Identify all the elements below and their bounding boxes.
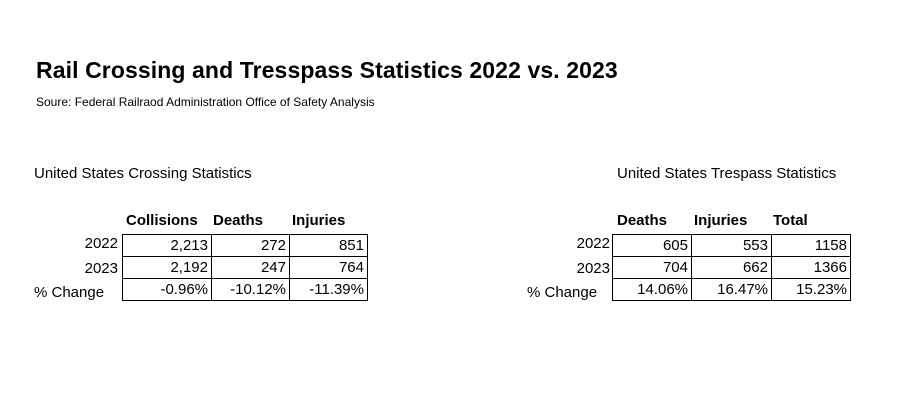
page-title: Rail Crossing and Tresspass Statistics 2… — [36, 57, 618, 83]
crossing-row-label-change: % Change — [34, 284, 105, 301]
crossing-cell-change-injuries: -11.39% — [289, 278, 368, 301]
trespass-cell-change-injuries: 16.47% — [691, 278, 772, 301]
trespass-cell-2023-deaths: 704 — [612, 256, 692, 279]
crossing-col-header-injuries: Injuries — [292, 212, 346, 229]
trespass-col-header-injuries: Injuries — [694, 212, 748, 229]
trespass-row-label-2023: 2023 — [576, 260, 610, 277]
crossing-col-header-deaths: Deaths — [213, 212, 264, 229]
crossing-cell-2023-deaths: 247 — [211, 256, 290, 279]
trespass-heading: United States Trespass Statistics — [617, 165, 837, 182]
crossing-cell-2023-collisions: 2,192 — [122, 256, 212, 279]
crossing-heading: United States Crossing Statistics — [34, 165, 252, 182]
table-row: 704 662 1366 — [612, 256, 851, 279]
crossing-col-header-collisions: Collisions — [126, 212, 198, 229]
trespass-cell-2023-injuries: 662 — [691, 256, 772, 279]
table-row: 605 553 1158 — [612, 234, 851, 257]
crossing-cell-change-collisions: -0.96% — [122, 278, 212, 301]
crossing-table: 2,213 272 851 2,192 247 764 -0.96% -10.1… — [122, 234, 368, 301]
trespass-cell-2022-deaths: 605 — [612, 234, 692, 257]
trespass-cell-change-deaths: 14.06% — [612, 278, 692, 301]
crossing-cell-2022-deaths: 272 — [211, 234, 290, 257]
crossing-cell-2022-collisions: 2,213 — [122, 234, 212, 257]
trespass-row-label-2022: 2022 — [576, 235, 610, 252]
crossing-cell-change-deaths: -10.12% — [211, 278, 290, 301]
table-row: -0.96% -10.12% -11.39% — [122, 278, 368, 301]
trespass-row-label-change: % Change — [527, 284, 598, 301]
trespass-cell-change-total: 15.23% — [771, 278, 851, 301]
trespass-cell-2023-total: 1366 — [771, 256, 851, 279]
table-row: 2,192 247 764 — [122, 256, 368, 279]
trespass-table: 605 553 1158 704 662 1366 14.06% 16.47% … — [612, 234, 851, 301]
trespass-cell-2022-injuries: 553 — [691, 234, 772, 257]
crossing-cell-2023-injuries: 764 — [289, 256, 368, 279]
trespass-col-header-total: Total — [773, 212, 808, 229]
crossing-cell-2022-injuries: 851 — [289, 234, 368, 257]
trespass-col-header-deaths: Deaths — [617, 212, 668, 229]
trespass-cell-2022-total: 1158 — [771, 234, 851, 257]
crossing-row-label-2023: 2023 — [84, 260, 118, 277]
source-note: Soure: Federal Railraod Administration O… — [36, 95, 375, 109]
table-row: 14.06% 16.47% 15.23% — [612, 278, 851, 301]
table-row: 2,213 272 851 — [122, 234, 368, 257]
crossing-row-label-2022: 2022 — [84, 235, 118, 252]
